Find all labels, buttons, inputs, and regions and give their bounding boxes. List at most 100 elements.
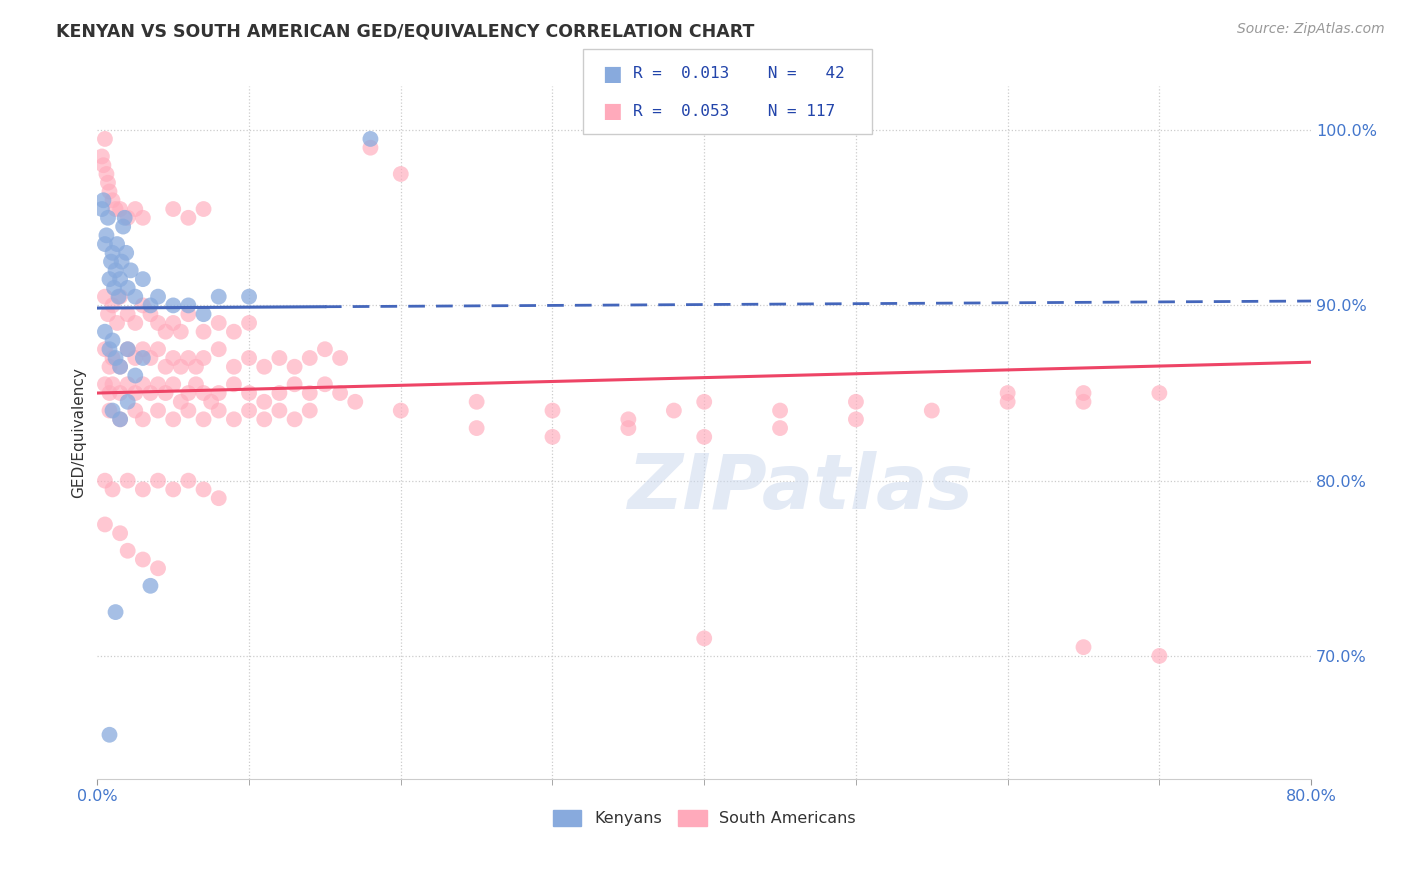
- Point: [329, 351, 352, 365]
- Point: [111, 254, 134, 268]
- Point: [208, 403, 231, 417]
- Text: ■: ■: [602, 63, 621, 84]
- Point: [155, 325, 177, 339]
- Point: [162, 351, 184, 365]
- Point: [90, 202, 112, 216]
- Point: [146, 474, 169, 488]
- Point: [108, 202, 131, 216]
- Point: [117, 343, 139, 357]
- Point: [769, 403, 792, 417]
- Point: [200, 394, 222, 409]
- Point: [96, 167, 118, 181]
- Point: [238, 290, 260, 304]
- Point: [107, 290, 129, 304]
- Point: [132, 552, 155, 566]
- Point: [845, 412, 868, 426]
- Point: [98, 728, 121, 742]
- Text: ZIPatlas: ZIPatlas: [628, 450, 974, 524]
- Point: [314, 343, 336, 357]
- Point: [170, 325, 193, 339]
- Point: [108, 359, 131, 374]
- Point: [117, 474, 139, 488]
- Point: [162, 298, 184, 312]
- Point: [98, 185, 121, 199]
- Point: [97, 176, 120, 190]
- Point: [269, 403, 291, 417]
- Point: [108, 272, 131, 286]
- Point: [208, 316, 231, 330]
- Point: [98, 343, 121, 357]
- Text: KENYAN VS SOUTH AMERICAN GED/EQUIVALENCY CORRELATION CHART: KENYAN VS SOUTH AMERICAN GED/EQUIVALENCY…: [56, 22, 755, 40]
- Point: [155, 359, 177, 374]
- Point: [132, 483, 155, 497]
- Point: [124, 351, 146, 365]
- Point: [117, 211, 139, 225]
- Point: [162, 377, 184, 392]
- Point: [132, 211, 155, 225]
- Point: [329, 386, 352, 401]
- Point: [117, 307, 139, 321]
- Point: [94, 237, 117, 252]
- Point: [177, 298, 200, 312]
- Point: [269, 386, 291, 401]
- Point: [253, 394, 276, 409]
- Point: [146, 403, 169, 417]
- Point: [193, 386, 215, 401]
- Point: [101, 298, 124, 312]
- Point: [617, 421, 640, 435]
- Point: [193, 412, 215, 426]
- Point: [693, 430, 716, 444]
- Point: [222, 359, 245, 374]
- Point: [617, 412, 640, 426]
- Point: [124, 403, 146, 417]
- Point: [253, 412, 276, 426]
- Point: [94, 474, 117, 488]
- Point: [94, 517, 117, 532]
- Point: [139, 307, 162, 321]
- Point: [253, 359, 276, 374]
- Text: Source: ZipAtlas.com: Source: ZipAtlas.com: [1237, 22, 1385, 37]
- Point: [120, 263, 142, 277]
- Point: [117, 394, 139, 409]
- Point: [177, 307, 200, 321]
- Point: [284, 377, 307, 392]
- Point: [162, 202, 184, 216]
- Point: [359, 141, 381, 155]
- Point: [193, 483, 215, 497]
- Point: [100, 254, 122, 268]
- Point: [97, 307, 120, 321]
- Point: [94, 377, 117, 392]
- Point: [132, 298, 155, 312]
- Point: [108, 412, 131, 426]
- Point: [132, 343, 155, 357]
- Point: [284, 412, 307, 426]
- Point: [1073, 386, 1095, 401]
- Point: [108, 359, 131, 374]
- Point: [108, 386, 131, 401]
- Point: [117, 377, 139, 392]
- Point: [105, 316, 128, 330]
- Point: [93, 158, 115, 172]
- Point: [124, 316, 146, 330]
- Point: [298, 351, 321, 365]
- Point: [997, 394, 1019, 409]
- Point: [208, 386, 231, 401]
- Point: [94, 132, 117, 146]
- Point: [284, 359, 307, 374]
- Point: [177, 386, 200, 401]
- Point: [177, 211, 200, 225]
- Point: [117, 281, 139, 295]
- Point: [845, 394, 868, 409]
- Point: [139, 386, 162, 401]
- Point: [238, 403, 260, 417]
- Point: [117, 543, 139, 558]
- Text: R =  0.013    N =   42: R = 0.013 N = 42: [633, 66, 845, 81]
- Point: [162, 316, 184, 330]
- Point: [96, 228, 118, 243]
- Point: [184, 359, 207, 374]
- Point: [101, 334, 124, 348]
- Point: [101, 483, 124, 497]
- Point: [193, 325, 215, 339]
- Point: [132, 377, 155, 392]
- Point: [139, 298, 162, 312]
